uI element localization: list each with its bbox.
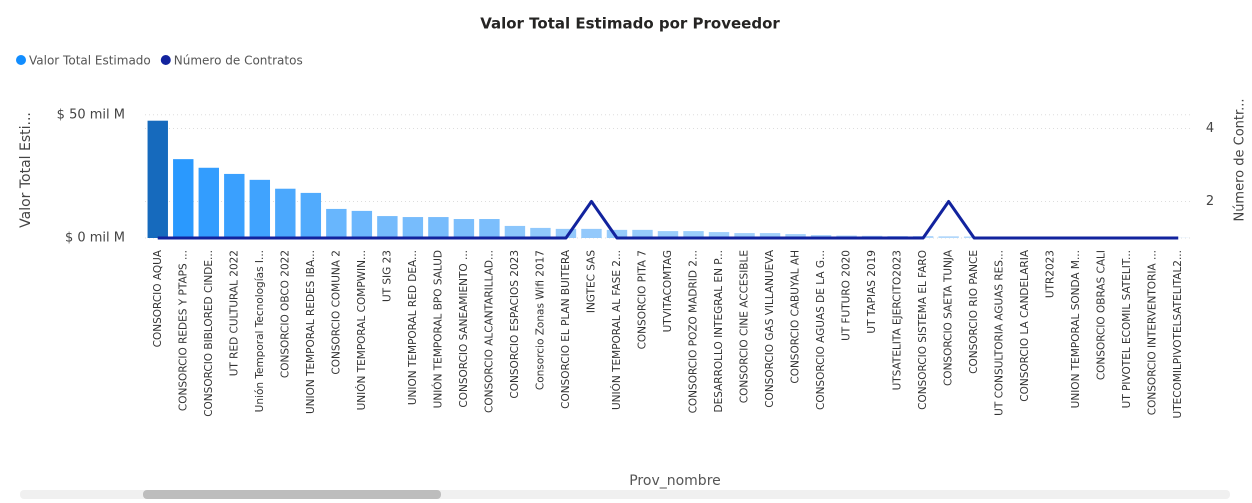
bar <box>224 173 245 238</box>
bar <box>198 167 219 238</box>
y2-tick-label: 4 <box>1206 121 1214 136</box>
bar <box>555 228 577 238</box>
x-tick-label: CONSORCIO GAS VILLANUEVA <box>764 249 776 408</box>
x-tick-label: UTR2023 <box>1045 250 1057 298</box>
x-tick-label: UNION TEMPORAL REDES IBA... <box>305 250 317 414</box>
bar <box>428 217 449 238</box>
x-tick-label: CONSORCIO OBCO 2022 <box>279 250 291 378</box>
x-tick-label: CONSORCIO BIBLORED CINDE... <box>203 250 215 417</box>
bar <box>530 227 551 238</box>
x-tick-label: CONSORCIO POZO MADRID 2... <box>688 250 700 413</box>
x-tick-label: UNIÓN TEMPORAL COMPWIN... <box>355 250 368 410</box>
x-tick-label: CONSORCIO COMUNA 2 <box>330 250 342 375</box>
legend-label: Valor Total Estimado <box>29 54 151 68</box>
line <box>157 199 1179 240</box>
x-tick-label: UTECOMILPIVOTELSATELITAL2... <box>1172 250 1184 418</box>
x-tick-label: UT SIG 23 <box>381 250 393 302</box>
legend-marker <box>160 55 171 65</box>
bar <box>377 216 398 238</box>
bar <box>785 234 806 238</box>
x-tick-label: Unión Temporal Tecnologías I... <box>254 250 266 412</box>
x-tick-label: UT RED CULTURAL 2022 <box>228 250 240 376</box>
y-tick-label: $ 50 mil M <box>57 107 125 122</box>
bar <box>402 217 424 238</box>
bar <box>479 219 500 238</box>
chart-title: Valor Total Estimado por Proveedor <box>480 15 780 33</box>
x-tick-label: CONSORCIO CABUYAL AH <box>790 250 802 384</box>
bar <box>147 120 168 238</box>
bar <box>657 231 679 238</box>
bar <box>606 229 628 238</box>
x-tick-label: UT FUTURO 2020 <box>841 250 853 341</box>
bar <box>300 192 322 238</box>
bar <box>734 233 755 238</box>
y-tick-label: $ 0 mil M <box>65 231 125 246</box>
x-tick-label: CONSORCIO SISTEMA EL FARO <box>917 250 929 410</box>
bar <box>504 225 526 238</box>
x-tick-label: UNION TEMPORAL SONDA M... <box>1070 250 1082 408</box>
bar <box>581 228 602 238</box>
x-tick-label: CONSORCIO SANEAMIENTO ... <box>458 250 470 408</box>
x-tick-label: UNIÓN TEMPORAL AL FASE 2... <box>610 250 623 410</box>
bar <box>173 159 194 238</box>
legend-marker <box>16 55 26 65</box>
x-tick-label: UT CONSULTORIA AGUAS RES... <box>994 250 1006 416</box>
x-tick-label: CONSORCIO ALCANTARILLAD... <box>483 250 495 413</box>
bar <box>275 188 296 238</box>
bar <box>938 236 959 238</box>
bar <box>351 210 373 238</box>
bar <box>453 219 475 238</box>
x-tick-label: CONSORCIO AGUAS DE LA G... <box>815 250 827 410</box>
x-tick-label: CONSORCIO REDES Y PTAPS ... <box>177 250 189 411</box>
x-tick-label: UNION TEMPORAL RED DEA... <box>407 250 419 405</box>
bar <box>683 231 704 238</box>
x-tick-label: CONSORCIO CINE ACCESIBLE <box>739 250 751 403</box>
x-tick-label: CONSORCIO RIO PANCE <box>968 250 980 374</box>
x-tick-label: UTVITACOMTAG <box>662 250 674 332</box>
y2-tick-label: 2 <box>1206 194 1214 209</box>
y2-axis-title: Número de Contr... <box>1233 98 1248 221</box>
x-tick-label: CONSORCIO EL PLAN BUITERA <box>560 249 572 409</box>
bar <box>326 208 347 238</box>
bar <box>759 233 781 238</box>
x-tick-label: CONSORCIO SAETA TUNJA <box>943 249 955 386</box>
x-tick-label: CONSORCIO ESPACIOS 2023 <box>509 250 521 399</box>
x-tick-label: CONSORCIO OBRAS CALI <box>1096 250 1108 380</box>
x-tick-label: CONSORCIO INTERVENTORIA ... <box>1147 250 1159 415</box>
x-tick-label: UTSATELITA EJERCITO2023 <box>892 250 904 390</box>
x-tick-label: CONSORCIO PITA 7 <box>636 250 648 349</box>
bar <box>632 229 653 238</box>
x-tick-label: CONSORCIO LA CANDELARIA <box>1019 249 1031 402</box>
bar <box>708 232 730 238</box>
y-axis-title: Valor Total Esti... <box>18 112 34 228</box>
x-tick-label: INGTEC SAS <box>585 250 597 313</box>
legend-label: Número de Contratos <box>174 54 303 68</box>
x-axis-title: Prov_nombre <box>629 473 721 489</box>
x-tick-label: DESARROLLO INTEGRAL EN P... <box>713 250 725 412</box>
x-tick-label: UT PIVOTEL ECOMIL SATELIT... <box>1121 250 1133 408</box>
scrollbar-thumb[interactable] <box>143 490 441 499</box>
x-tick-label: UT TAPIAS 2019 <box>866 250 878 334</box>
bar <box>249 179 271 238</box>
x-tick-label: CONSORCIO AQUA <box>152 249 164 347</box>
x-tick-label: UNIÓN TEMPORAL BPO SALUD <box>431 250 444 408</box>
x-tick-label: Consorcio Zonas Wifi 2017 <box>534 250 546 390</box>
